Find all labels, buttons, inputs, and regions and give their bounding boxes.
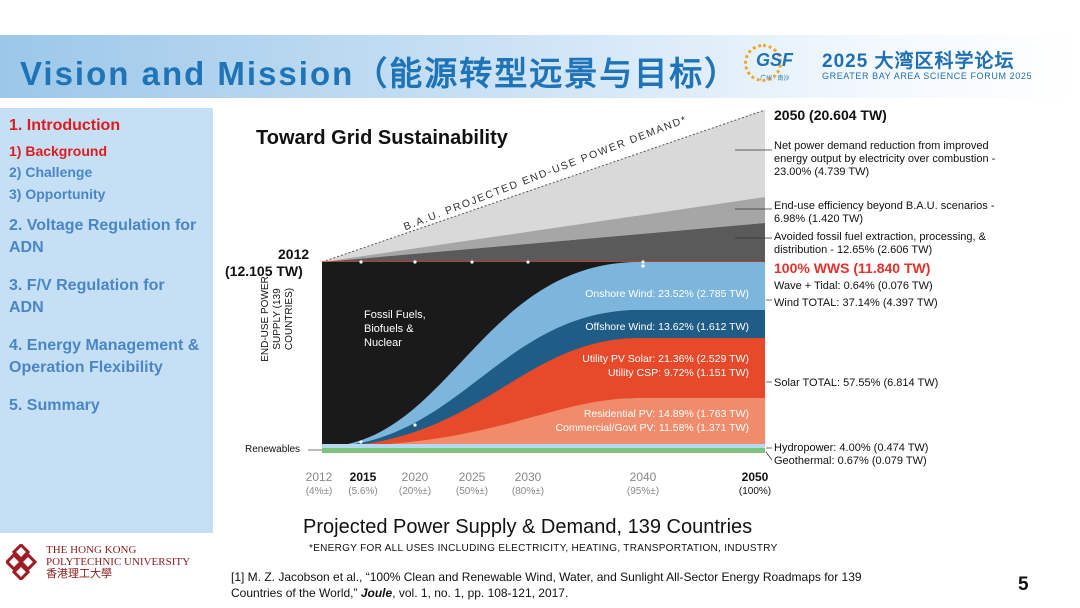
x-tick-year: 2015 — [349, 470, 377, 484]
gsf-logo-subtext: 广州 · 南沙 — [760, 76, 790, 82]
marker-dot-2015-low — [359, 440, 363, 444]
fossil-fuels-label: Fossil Fuels, Biofuels & Nuclear — [364, 309, 426, 349]
x-tick-pct: (100%) — [738, 486, 772, 497]
x-tick-year: 2012 — [305, 470, 333, 484]
area-offshore-wind — [322, 310, 765, 447]
x-tick-pct: (4%±) — [305, 486, 333, 497]
commercial-pv-label: Commercial/Govt PV: 11.58% (1.371 TW) — [555, 422, 749, 434]
header-banner — [0, 35, 1080, 98]
slide-title: Vision and Mission（能源转型远景与目标） — [20, 55, 740, 92]
outline-item-opportunity[interactable]: 3) Opportunity — [9, 186, 106, 202]
marker-dot-2020 — [413, 260, 417, 264]
university-name-line1: THE HONG KONG — [46, 544, 137, 556]
gsf-logo-ring-icon — [744, 44, 782, 82]
reference-authors-tail: Countries of the World,” — [231, 586, 361, 600]
outline-item-energy-management[interactable]: 4. Energy Management & Operation Flexibi… — [9, 337, 200, 376]
university-name-line3: 香港理工大學 — [46, 568, 112, 580]
residential-pv-label: Residential PV: 14.89% (1.763 TW) — [583, 408, 749, 420]
x-tick-pct: (20%±) — [398, 486, 432, 497]
marker-dot-2025 — [470, 260, 474, 264]
outline-item-summary[interactable]: 5. Summary — [9, 397, 100, 414]
x-tick-pct: (95%±) — [626, 486, 660, 497]
page-number: 5 — [1018, 574, 1029, 595]
marker-dot-2030 — [526, 260, 530, 264]
x-tick-year: 2040 — [629, 470, 657, 484]
outline-item-challenge[interactable]: 2) Challenge — [9, 164, 93, 180]
x-tick-year: 2025 — [458, 470, 486, 484]
end-year-text: 2050 — [774, 107, 806, 123]
onshore-wind-label: Onshore Wind: 23.52% (2.785 TW) — [585, 288, 749, 300]
start-value-label: (12.105 TW) — [225, 263, 303, 279]
legend-combustion-reduction: Net power demand reduction from improved… — [774, 140, 996, 178]
end-value-text: (20.604 TW) — [809, 107, 887, 123]
legend-wave-tidal: Wave + Tidal: 0.64% (0.076 TW) — [774, 280, 933, 292]
end-value-label: 2050 (20.604 TW) — [774, 107, 887, 123]
legend-efficiency: End-use efficiency beyond B.A.U. scenari… — [774, 200, 995, 225]
outline-item-background[interactable]: 1) Background — [9, 143, 108, 159]
utility-csp-label: Utility CSP: 9.72% (1.151 TW) — [607, 367, 749, 379]
year-marker-dots — [359, 260, 645, 444]
area-efficiency-reduction — [322, 197, 765, 262]
area-residential-commercial-pv — [322, 398, 765, 447]
area-fossil-extraction-reduction — [322, 223, 765, 262]
start-year-label: 2012 — [278, 246, 310, 262]
outline-item-introduction[interactable]: 1. Introduction — [9, 117, 121, 134]
reference-volume: , vol. 1, no. 1, pp. 108-121, 2017. — [392, 586, 569, 600]
outline-item-voltage-regulation[interactable]: 2. Voltage Regulation for ADN — [9, 217, 197, 256]
legend-geothermal: Geothermal: 0.67% (0.079 TW) — [774, 455, 927, 467]
marker-dot-2020-low — [413, 423, 417, 427]
offshore-wind-label: Offshore Wind: 13.62% (1.612 TW) — [585, 321, 749, 333]
x-tick-year: 2030 — [514, 470, 542, 484]
forum-title-cn: 2025 大湾区科学论坛 — [822, 51, 1015, 72]
reference-journal: Joule — [360, 586, 393, 600]
x-tick-year: 2050 — [741, 470, 769, 484]
area-geothermal — [322, 448, 765, 453]
university-name-line2: POLYTECHNIC UNIVERSITY — [46, 556, 191, 568]
legend-hydropower: Hydropower: 4.00% (0.474 TW) — [774, 442, 929, 454]
chart-subtitle: Projected Power Supply & Demand, 139 Cou… — [303, 516, 753, 538]
gsf-logo-text: GSF — [756, 50, 794, 70]
chart-footnote: *ENERGY FOR ALL USES INCLUDING ELECTRICI… — [309, 543, 778, 554]
outline-sidebar — [0, 108, 213, 533]
leader-geothermal — [765, 451, 773, 461]
area-onshore-wind — [322, 262, 765, 447]
forum-title-en: GREATER BAY AREA SCIENCE FORUM 2025 — [822, 71, 1033, 81]
wws-total-label: 100% WWS (11.840 TW) — [774, 260, 931, 276]
x-tick-year: 2020 — [401, 470, 429, 484]
chart-title: Toward Grid Sustainability — [256, 127, 508, 149]
reference-line1: [1] M. Z. Jacobson et al., “100% Clean a… — [231, 570, 862, 584]
y-axis-label: END-USE POWER SUPPLY (139 COUNTRIES) — [260, 276, 295, 362]
outline-item-fv-regulation[interactable]: 3. F/V Regulation for ADN — [9, 277, 165, 316]
polyu-logo-icon — [6, 544, 38, 580]
x-tick-pct: (5.6%) — [348, 486, 378, 497]
area-hydropower — [322, 444, 765, 448]
renewables-label: Renewables — [245, 444, 301, 455]
legend-wind-total: Wind TOTAL: 37.14% (4.397 TW) — [774, 297, 938, 309]
reference-line2: Countries of the World,” Joule, vol. 1, … — [231, 585, 862, 601]
reference-citation: [1] M. Z. Jacobson et al., “100% Clean a… — [231, 569, 862, 601]
energy-roadmap-chart — [308, 109, 773, 461]
legend-solar-total: Solar TOTAL: 57.55% (6.814 TW) — [774, 377, 939, 389]
marker-dot-2040-low — [641, 264, 645, 268]
x-tick-pct: (80%±) — [511, 486, 545, 497]
legend-leader-lines — [735, 149, 773, 461]
utility-pv-label: Utility PV Solar: 21.36% (2.529 TW) — [582, 353, 749, 365]
area-utility-solar — [322, 338, 765, 447]
marker-dot-2040 — [641, 260, 645, 264]
marker-dot-2015 — [359, 260, 363, 264]
legend-fossil-extraction: Avoided fossil fuel extraction, processi… — [774, 231, 986, 256]
university-name: THE HONG KONG POLYTECHNIC UNIVERSITY 香港理… — [46, 544, 190, 580]
x-tick-pct: (50%±) — [455, 486, 489, 497]
